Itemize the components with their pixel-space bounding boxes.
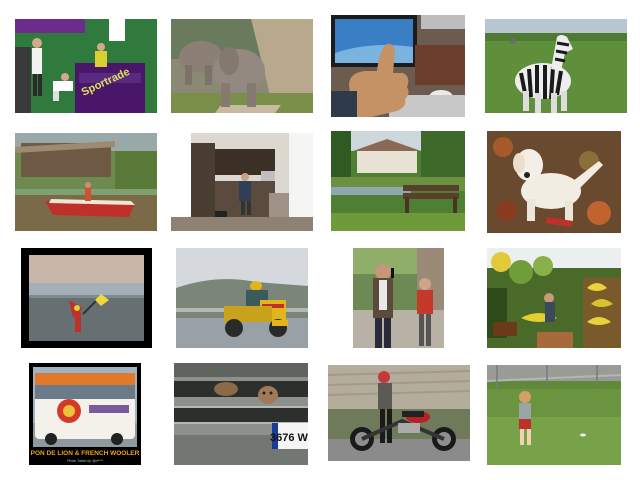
bananas-icon: [487, 248, 621, 348]
bus-caption: PON DE LION & FRENCH WOOLER: [31, 450, 140, 457]
photo-tile-4[interactable]: [485, 19, 627, 113]
phone-icon: [353, 248, 444, 348]
photo-tile-11[interactable]: [353, 248, 444, 348]
motorcycle-icon: [328, 365, 470, 461]
scooter-icon: [176, 248, 308, 348]
photo-tile-2[interactable]: [171, 19, 313, 113]
photo-tile-10[interactable]: [176, 248, 308, 348]
cat-icon: 3676 WJ: [174, 363, 308, 465]
photo-tile-3[interactable]: [331, 15, 465, 117]
photo-tile-14[interactable]: 3676 WJ: [174, 363, 308, 465]
photo-tile-13[interactable]: PON DE LION & FRENCH WOOLER Photo Taken …: [29, 363, 141, 465]
photo-tile-1[interactable]: Sportrade: [15, 19, 157, 113]
photo-tile-12[interactable]: [487, 248, 621, 348]
photo-tile-6[interactable]: [171, 133, 313, 231]
photo-credit: Photo Taken by @d****: [67, 459, 104, 463]
photo-tile-8[interactable]: [487, 131, 621, 233]
elephant-icon: [171, 19, 313, 113]
child-icon: [487, 365, 621, 465]
zebra-icon: [485, 19, 627, 113]
bus-icon: PON DE LION & FRENCH WOOLER Photo Taken …: [29, 363, 141, 465]
photo-tile-16[interactable]: [487, 365, 621, 465]
thumbs-up-icon: [331, 15, 465, 117]
photo-tile-7[interactable]: [331, 131, 465, 231]
license-plate: 3676 WJ: [270, 432, 308, 444]
photo-tile-5[interactable]: [15, 133, 157, 231]
bench-icon: [331, 131, 465, 231]
kitchen-icon: [171, 133, 313, 231]
photo-tile-15[interactable]: [328, 365, 470, 461]
boat-icon: [15, 133, 157, 231]
dog-icon: [487, 131, 621, 233]
photo-tile-9[interactable]: [21, 248, 152, 348]
tennis-icon: Sportrade: [15, 19, 157, 113]
kite-icon: [21, 248, 152, 348]
